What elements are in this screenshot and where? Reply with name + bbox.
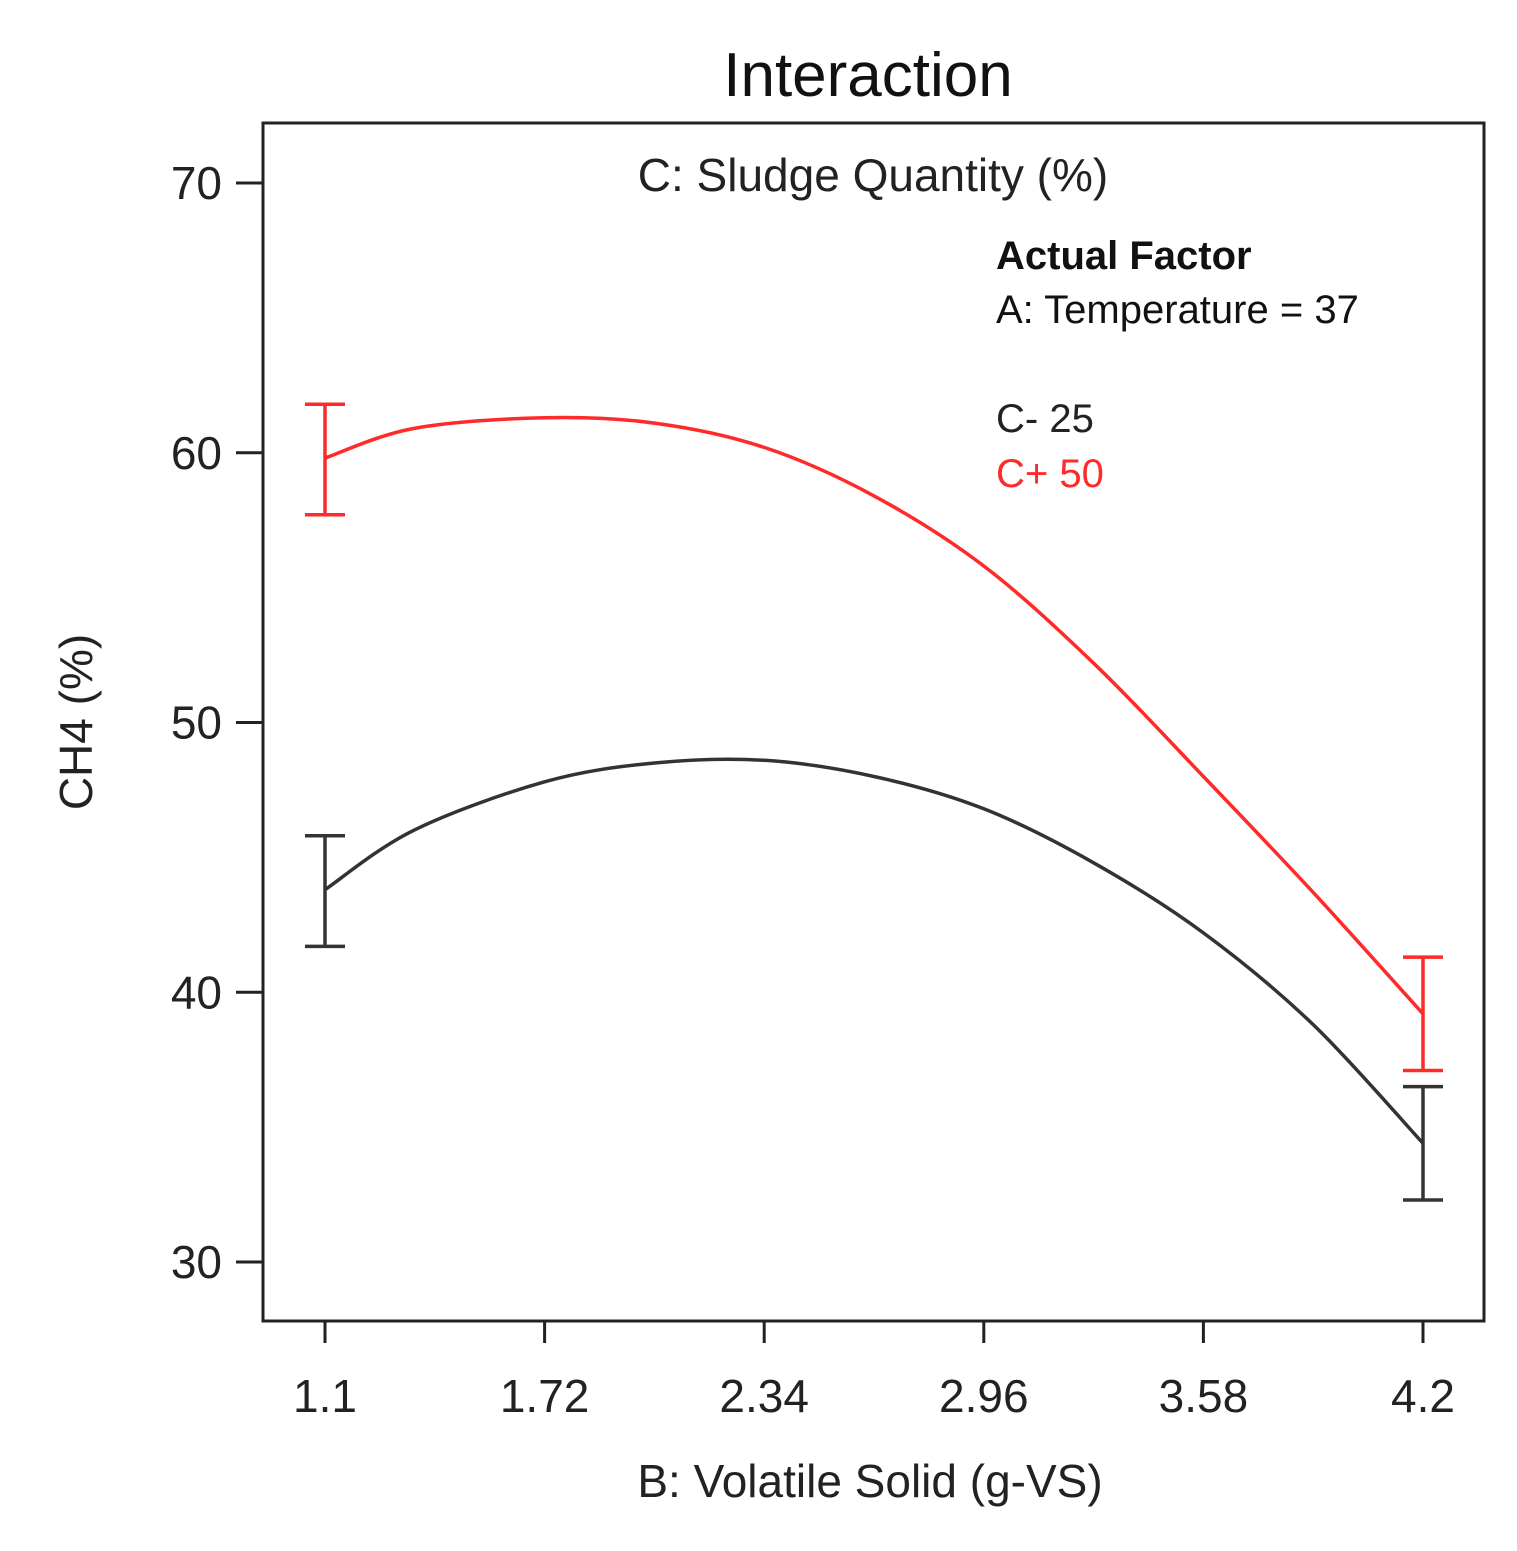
legend-factor: A: Temperature = 37: [996, 288, 1359, 332]
legend-entry-c-minus: C- 25: [996, 397, 1094, 441]
y-tick-label-3: 60: [171, 427, 222, 479]
x-tick-label-0: 1.1: [293, 1370, 357, 1422]
x-tick-label-2: 2.34: [719, 1370, 809, 1422]
series-line-0: [324, 757, 1425, 1145]
x-tick-label-1: 1.72: [500, 1370, 590, 1422]
error-bar-1-0: [305, 402, 345, 517]
x-axis-ticks: 1.1 1.72 2.34 2.96 3.58 4.2: [293, 1321, 1455, 1422]
y-axis-ticks: 30 40 50 60 70: [171, 157, 263, 1288]
x-tick-label-3: 2.96: [939, 1370, 1029, 1422]
series-line-1: [324, 415, 1425, 1015]
chart-title: Interaction: [723, 41, 1013, 110]
y-tick-label-4: 70: [171, 157, 222, 209]
x-tick-label-4: 3.58: [1159, 1370, 1249, 1422]
y-axis-label: CH4 (%): [50, 634, 102, 810]
legend-heading: Actual Factor: [996, 234, 1252, 278]
y-tick-label-2: 50: [171, 697, 222, 749]
error-bar-0-1: [1403, 1084, 1443, 1202]
legend-entry-c-plus: C+ 50: [996, 452, 1104, 496]
y-tick-label-0: 30: [171, 1236, 222, 1288]
x-tick-label-5: 4.2: [1391, 1370, 1455, 1422]
y-tick-label-1: 40: [171, 966, 222, 1018]
chart-subtitle: C: Sludge Quantity (%): [638, 149, 1108, 201]
error-bar-1-1: [1403, 955, 1443, 1073]
error-bar-0-0: [305, 834, 345, 949]
series-group: [305, 402, 1443, 1202]
x-axis-label: B: Volatile Solid (g-VS): [637, 1455, 1102, 1507]
